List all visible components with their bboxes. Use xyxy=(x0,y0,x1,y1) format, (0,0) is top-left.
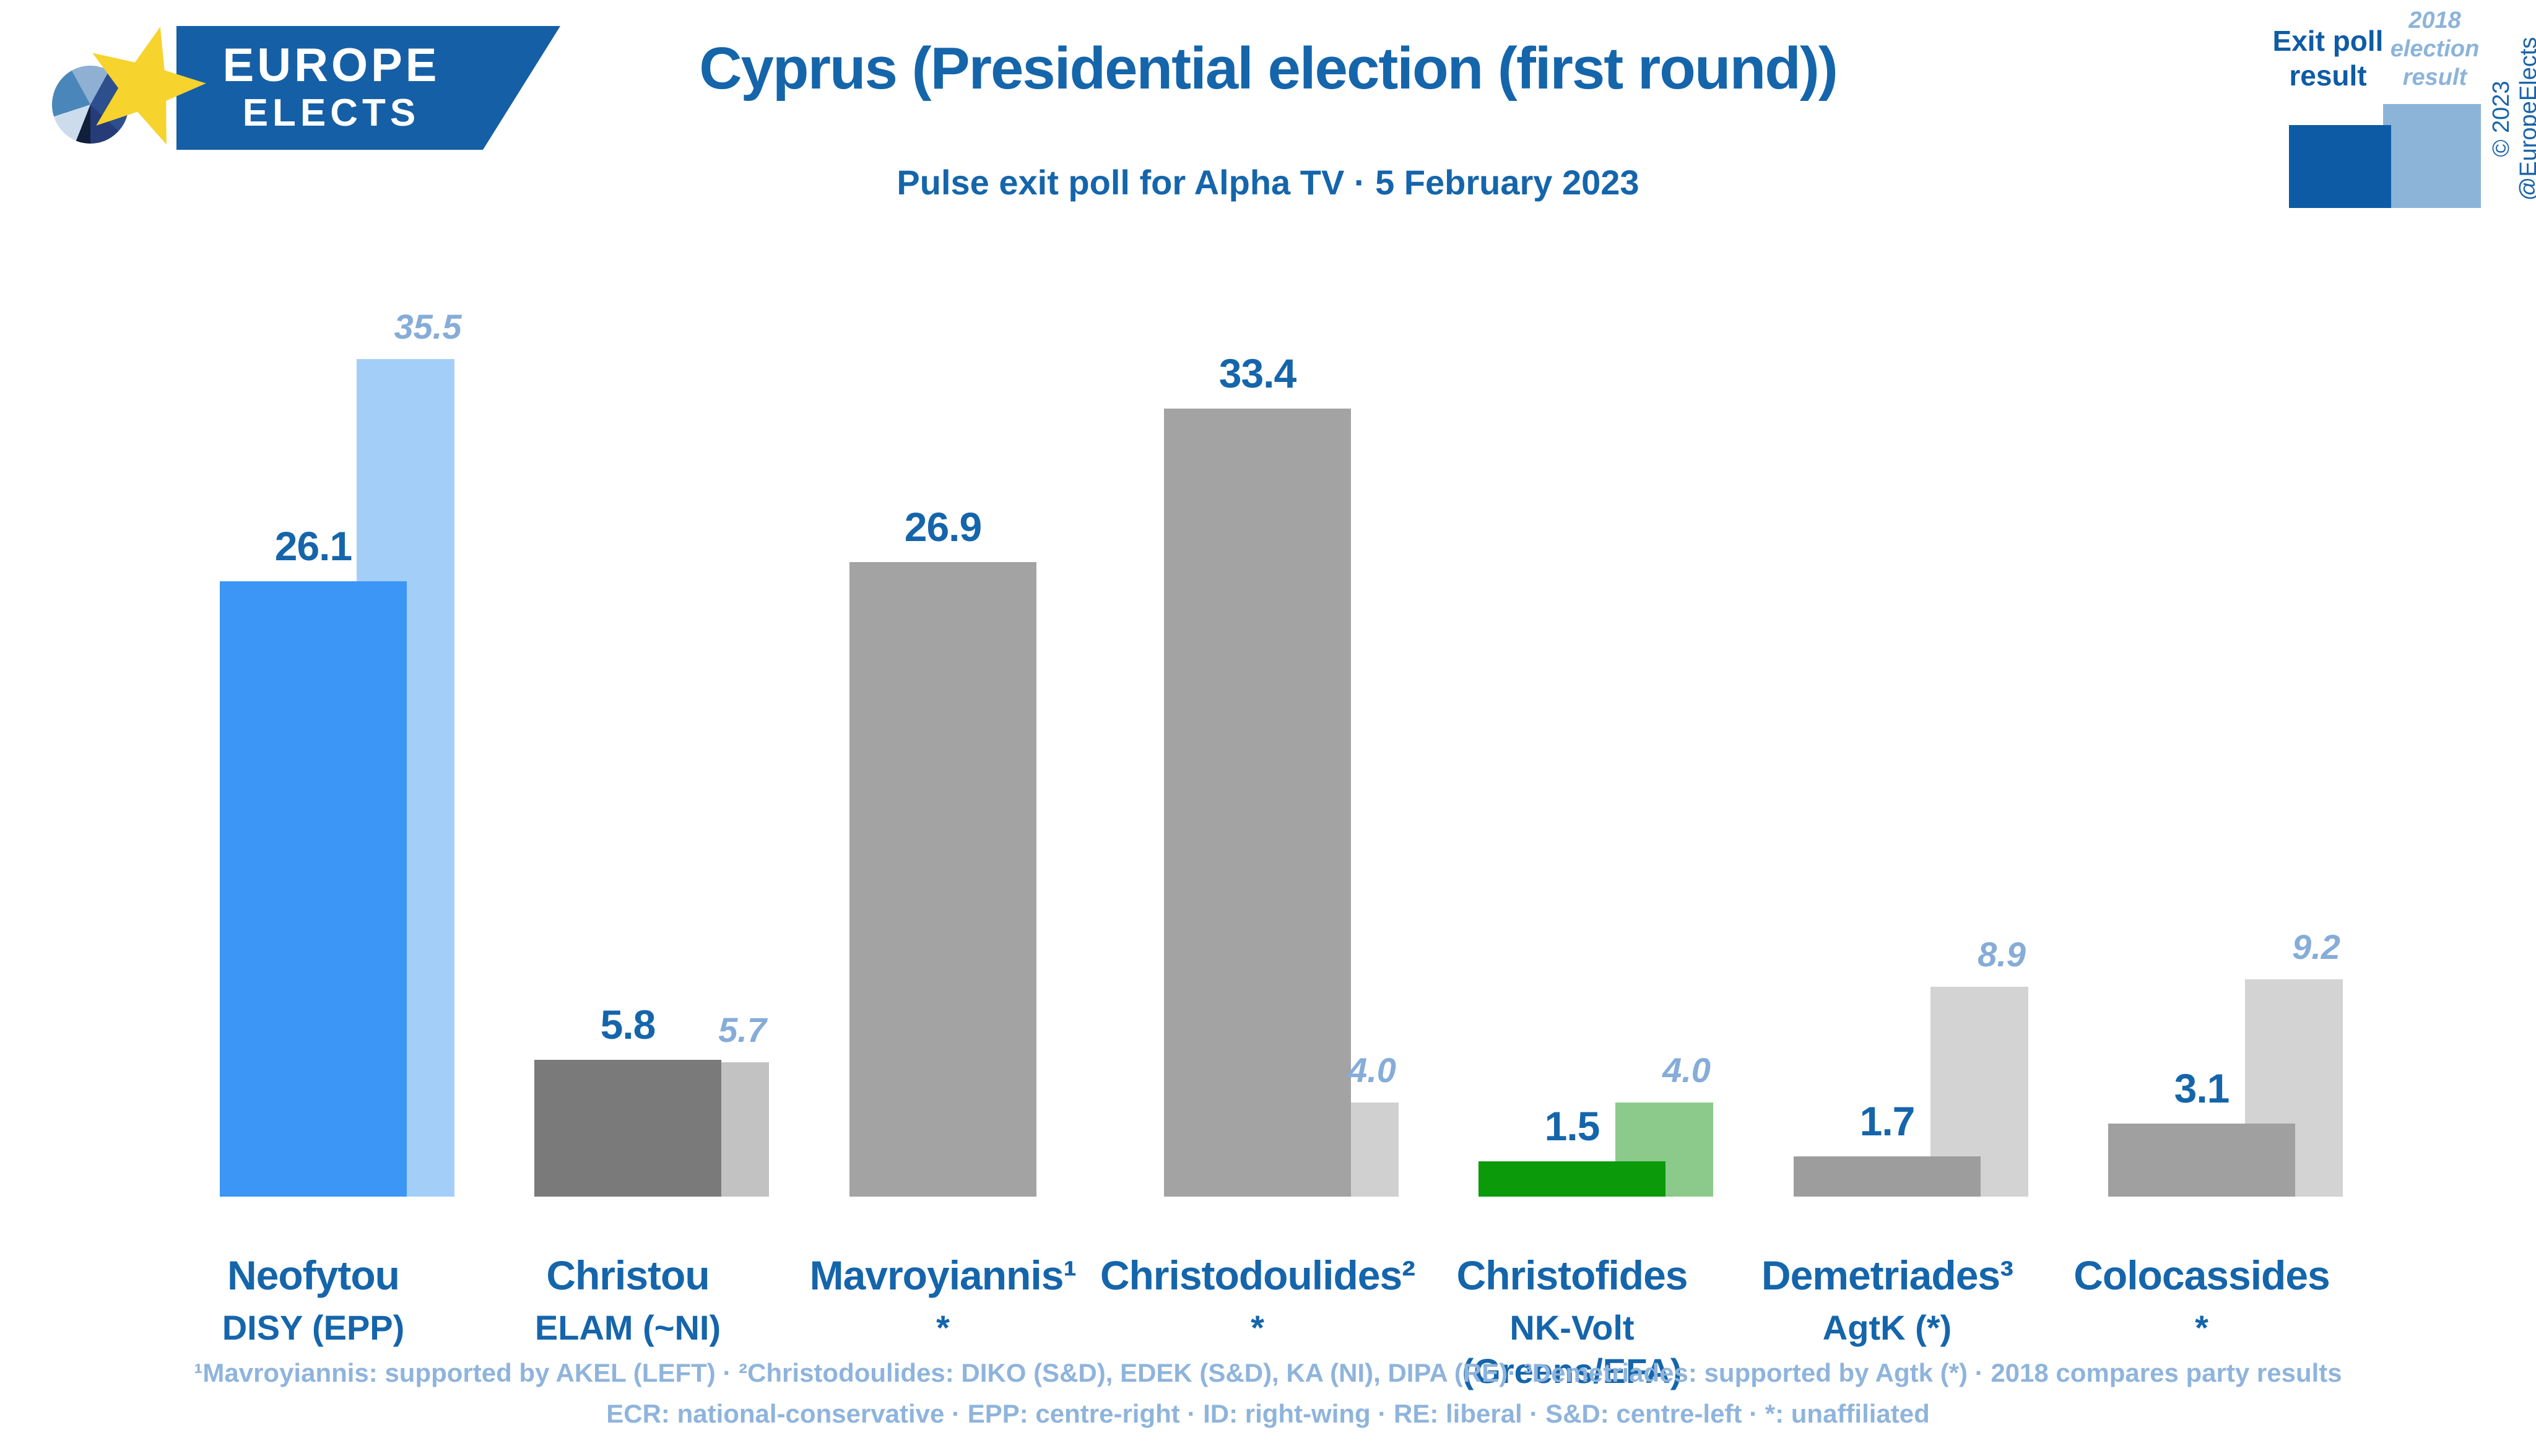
exit-poll-bar xyxy=(220,581,407,1197)
logo-panel xyxy=(176,26,560,150)
legend-exit-swatch xyxy=(2289,125,2391,208)
party-label: ELAM (~NI) xyxy=(534,1308,721,1347)
footnote-line-2: ECR: national-conservative · EPP: centre… xyxy=(606,1399,1930,1428)
exit-poll-bar xyxy=(1794,1156,1981,1197)
candidate-name-label: Mavroyiannis¹ xyxy=(809,1252,1077,1298)
previous-value-label: 4.0 xyxy=(1348,1051,1396,1090)
exit-poll-bar xyxy=(2108,1124,2295,1197)
page-title: Cyprus (Presidential election (first rou… xyxy=(699,35,1838,102)
previous-value-label: 4.0 xyxy=(1662,1051,1711,1090)
candidate-name-label: Christodoulides² xyxy=(1100,1252,1415,1298)
exit-poll-bar xyxy=(849,562,1036,1197)
candidate-name-label: Christofides xyxy=(1456,1252,1688,1298)
logo-banner xyxy=(92,26,560,150)
exit-value-label: 33.4 xyxy=(1218,350,1296,396)
previous-value-label: 9.2 xyxy=(2292,927,2340,966)
exit-value-label: 5.8 xyxy=(600,1002,656,1047)
exit-poll-bar xyxy=(534,1060,721,1197)
party-label: * xyxy=(2195,1308,2208,1347)
exit-poll-bar xyxy=(1164,409,1351,1197)
candidate-name-label: Colocassides xyxy=(2074,1252,2330,1298)
candidate-name-label: Christou xyxy=(546,1252,710,1298)
party-label: AgtK (*) xyxy=(1822,1308,1952,1347)
candidate-name-label: Neofytou xyxy=(227,1252,400,1298)
exit-poll-bar xyxy=(1479,1161,1665,1197)
legend-2018-result-label: 2018 election result xyxy=(2390,7,2480,90)
exit-value-label: 26.9 xyxy=(904,504,982,550)
logo-star-icon xyxy=(92,27,206,145)
candidate-name-label: Demetriades³ xyxy=(1761,1252,2013,1298)
party-label: NK-Volt (Greens/EFA) xyxy=(1462,1308,1682,1390)
footnote-line-1: ¹Mavroyiannis: supported by AKEL (LEFT) … xyxy=(194,1358,2342,1387)
legend-exit-poll-label: Exit poll result xyxy=(2272,25,2384,92)
party-label: * xyxy=(1251,1308,1264,1347)
logo-text-europe: EUROPE xyxy=(222,39,440,92)
exit-value-label: 3.1 xyxy=(2174,1065,2230,1111)
exit-value-label: 1.5 xyxy=(1544,1103,1600,1149)
party-label: * xyxy=(936,1308,950,1347)
previous-value-label: 5.7 xyxy=(718,1010,766,1049)
logo-text-elects: ELECTS xyxy=(242,92,420,134)
exit-value-label: 26.1 xyxy=(274,523,352,569)
page-subtitle: Pulse exit poll for Alpha TV · 5 Februar… xyxy=(897,163,1639,202)
previous-value-label: 35.5 xyxy=(394,307,462,346)
previous-value-label: 8.9 xyxy=(1978,935,2026,974)
legend-2018-swatch xyxy=(2383,104,2481,208)
exit-value-label: 1.7 xyxy=(1859,1098,1916,1144)
party-label: DISY (EPP) xyxy=(222,1308,405,1347)
